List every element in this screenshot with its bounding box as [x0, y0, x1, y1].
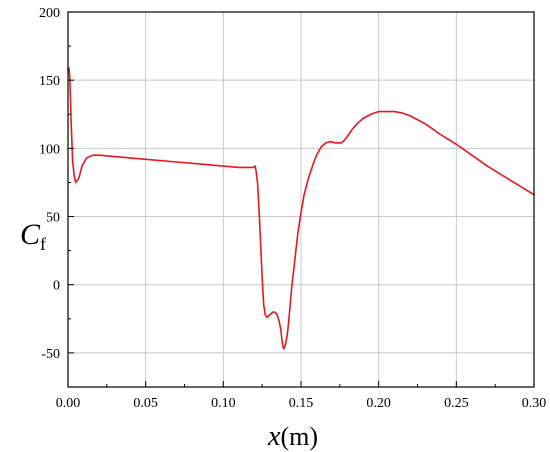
tick-marks [67, 11, 535, 387]
x-axis-label-main: x [267, 421, 281, 452]
y-axis-label: Cf [20, 218, 46, 254]
tick-labels: 0.00 0.05 0.10 0.15 0.20 0.25 0.30 -50 0 50 100 150… [39, 6, 546, 411]
x-tick-label: 0.10 [211, 396, 236, 411]
y-tick-label: 150 [39, 74, 60, 89]
y-tick-label: 50 [46, 211, 60, 226]
y-axis-label-subscript: f [40, 234, 46, 254]
x-axis-label-unit: (m) [280, 422, 318, 451]
x-tick-label: 0.30 [522, 396, 547, 411]
data-layer [67, 67, 535, 350]
y-tick-label: -50 [41, 347, 60, 362]
x-axis-label: x(m) [267, 421, 318, 452]
y-tick-label: 200 [39, 6, 60, 21]
x-tick-label: 0.15 [289, 396, 314, 411]
y-tick-label: 100 [39, 142, 60, 157]
x-tick-label: 0.20 [366, 396, 391, 411]
y-tick-label: 0 [53, 279, 60, 294]
x-tick-label: 0.00 [56, 396, 81, 411]
x-tick-label: 0.05 [133, 396, 158, 411]
cf-series-line [67, 67, 535, 350]
grid-lines [68, 12, 534, 387]
y-axis-label-main: C [20, 218, 41, 251]
x-tick-label: 0.25 [444, 396, 469, 411]
